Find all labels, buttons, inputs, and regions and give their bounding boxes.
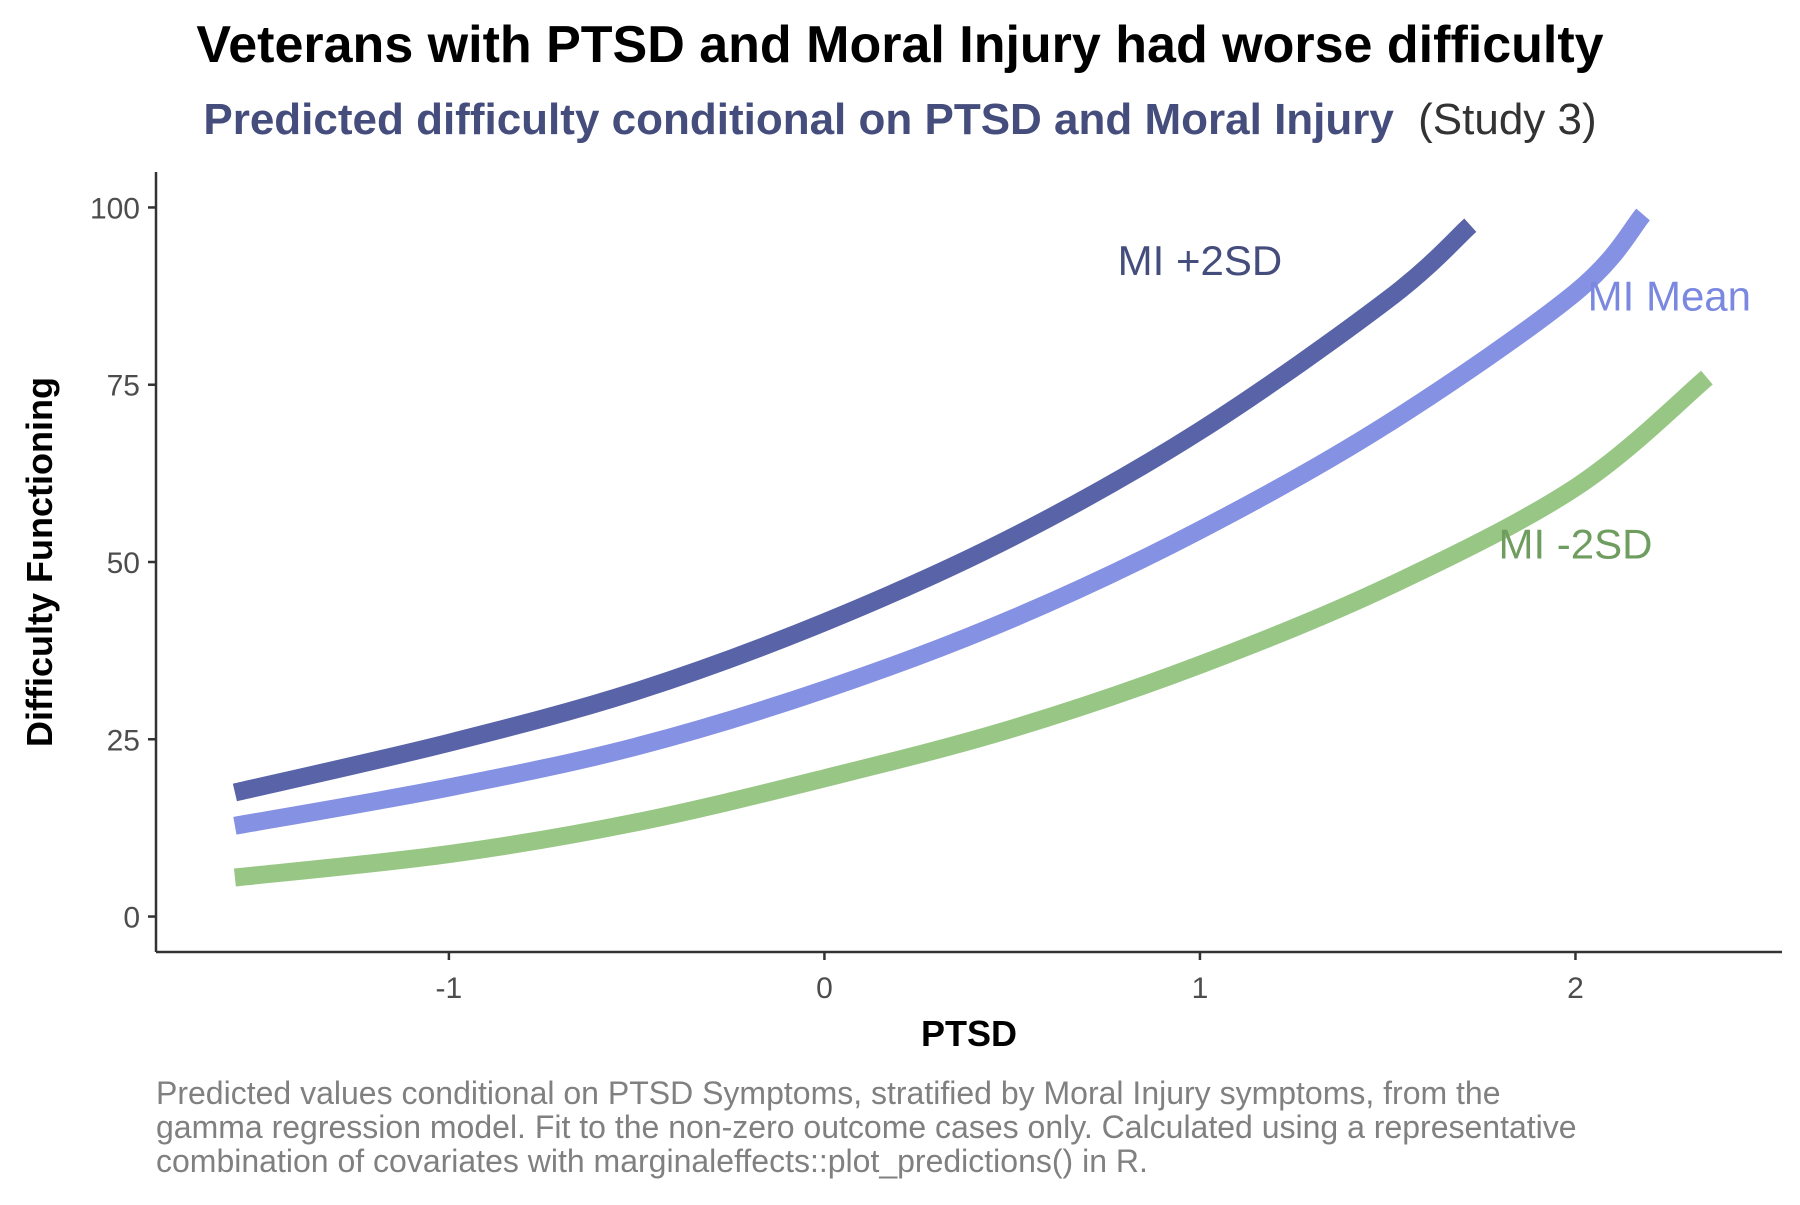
series-label-mi-mean: MI Mean <box>1588 272 1751 319</box>
y-tick-label: 25 <box>107 724 140 757</box>
x-tick-label: 2 <box>1567 972 1584 1005</box>
series-line-mi-2sd <box>233 370 1713 887</box>
y-tick-label: 75 <box>107 370 140 403</box>
x-tick-label: 1 <box>1192 972 1209 1005</box>
chart-subtitle-bold: Predicted difficulty conditional on PTSD… <box>203 95 1394 144</box>
chart-subtitle-plain: (Study 3) <box>1418 95 1597 144</box>
x-tick-label: -1 <box>436 972 463 1005</box>
series-line-mi-mean <box>233 208 1651 835</box>
x-tick-label: 0 <box>816 972 833 1005</box>
caption-line-1: Predicted values conditional on PTSD Sym… <box>156 1075 1501 1111</box>
chart-subtitle: Predicted difficulty conditional on PTSD… <box>203 95 1596 144</box>
caption-line-3: combination of covariates with marginale… <box>156 1143 1148 1179</box>
series-layer <box>232 208 1713 887</box>
y-tick-label: 0 <box>123 902 140 935</box>
caption: Predicted values conditional on PTSD Sym… <box>156 1075 1577 1179</box>
y-tick-label: 100 <box>90 192 140 225</box>
caption-line-2: gamma regression model. Fit to the non-z… <box>156 1109 1577 1145</box>
plot-area: MI +2SD MI Mean MI -2SD 0 25 50 75 100 -1 0 1 2 <box>90 172 1782 1005</box>
series-labels: MI +2SD MI Mean MI -2SD <box>1118 237 1751 568</box>
chart-title: Veterans with PTSD and Moral Injury had … <box>196 16 1603 74</box>
x-ticks: -1 0 1 2 <box>436 952 1584 1005</box>
x-axis-title: PTSD <box>921 1013 1017 1054</box>
series-label-mi-2sd: MI -2SD <box>1498 520 1652 567</box>
y-tick-label: 50 <box>107 547 140 580</box>
y-axis-title: Difficulty Functioning <box>19 377 60 747</box>
y-ticks: 0 25 50 75 100 <box>90 192 156 935</box>
series-label-mi-2sd: MI +2SD <box>1118 237 1283 284</box>
series-line-mi-2sd <box>232 218 1477 802</box>
